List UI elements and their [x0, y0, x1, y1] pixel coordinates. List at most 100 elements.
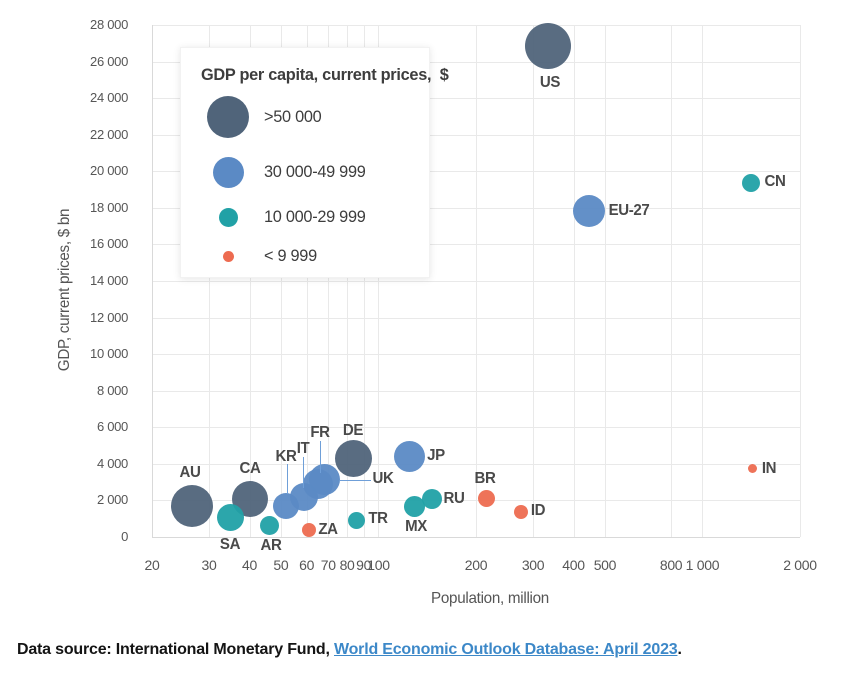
- y-tick-label: 12 000: [90, 309, 128, 325]
- bubble-IN: [748, 464, 758, 474]
- country-label-CA: CA: [239, 459, 261, 477]
- legend-item-label: 10 000-29 999: [264, 207, 366, 226]
- country-label-BR: BR: [474, 469, 496, 487]
- x-tick-label: 30: [201, 557, 217, 573]
- bubble-JP: [394, 440, 426, 472]
- legend-item-label: >50 000: [264, 107, 322, 126]
- y-tick-label: 10 000: [90, 346, 128, 362]
- country-label-EU-27: EU-27: [609, 202, 650, 220]
- y-tick-label: 0: [121, 529, 128, 544]
- source-link[interactable]: World Economic Outlook Database: April 2…: [333, 641, 678, 658]
- y-tick-label: 18 000: [90, 199, 128, 215]
- y-tick-label: 6 000: [96, 419, 128, 435]
- x-tick-label: 2 000: [783, 557, 817, 573]
- x-tick-label: 90: [356, 557, 372, 573]
- x-tick-label: 400: [562, 557, 585, 573]
- country-label-TR: TR: [368, 510, 389, 528]
- bubble-ID: [514, 504, 529, 519]
- x-tick-label: 60: [299, 557, 315, 573]
- legend-title: GDP per capita, current prices, $: [201, 65, 449, 84]
- bubble-ZA: [301, 522, 316, 537]
- legend-bubble-icon: [218, 207, 238, 227]
- y-tick-label: 14 000: [90, 273, 128, 288]
- x-tick-label: 100: [367, 557, 390, 573]
- country-label-FR: FR: [310, 423, 330, 441]
- country-label-SA: SA: [219, 535, 241, 553]
- legend-bubble-icon: [222, 250, 234, 262]
- gridline-x-100: [378, 25, 380, 537]
- x-axis-title: Population, million: [431, 590, 549, 607]
- gridline-x-90: [363, 25, 365, 537]
- data-source-note: Data source: International Monetary Fund…: [17, 641, 682, 659]
- y-tick-label: 24 000: [90, 90, 128, 106]
- gridline-x-30: [209, 25, 211, 537]
- gridline-x-40: [249, 25, 251, 537]
- gridline-x-70: [328, 25, 330, 537]
- bubble-CN: [741, 173, 760, 192]
- country-label-IT: IT: [296, 440, 310, 458]
- x-tick-label: 20: [144, 557, 160, 573]
- legend-bubble-icon: [212, 156, 244, 188]
- bubble-AU: [170, 484, 213, 527]
- gridline-x-500: [604, 25, 606, 537]
- country-label-JP: JP: [427, 447, 445, 465]
- country-label-IN: IN: [761, 459, 777, 477]
- gridline-x-80: [347, 25, 349, 537]
- legend-item-label: < 9 999: [264, 246, 317, 265]
- x-tick-label: 80: [339, 557, 355, 573]
- bubble-UK: [308, 463, 340, 495]
- x-tick-label: 70: [320, 557, 336, 573]
- bubble-US: [525, 22, 572, 69]
- y-tick-label: 20 000: [90, 163, 128, 179]
- callout-line-FR: [320, 441, 321, 473]
- y-tick-label: 26 000: [90, 53, 128, 69]
- country-label-CN: CN: [764, 172, 786, 190]
- gridline-x-50: [280, 25, 282, 537]
- source-suffix-text: .: [677, 641, 682, 658]
- bubble-SA: [217, 504, 245, 532]
- country-label-ID: ID: [531, 501, 546, 519]
- callout-line-UK: [340, 479, 371, 481]
- country-label-AU: AU: [179, 463, 201, 481]
- gridline-y-0: [152, 537, 800, 538]
- gridline-x-1000: [702, 25, 704, 537]
- country-label-UK: UK: [372, 470, 394, 488]
- gridline-x-300: [533, 25, 535, 537]
- x-tick-label: 300: [521, 557, 545, 573]
- legend-item-label: 30 000-49 999: [264, 162, 366, 181]
- bubble-EU-27: [573, 195, 606, 228]
- y-tick-label: 4 000: [96, 455, 128, 471]
- x-tick-label: 800: [659, 557, 683, 573]
- bubble-BR: [477, 490, 495, 508]
- bubble-RU: [421, 489, 442, 510]
- y-axis-title: GDP, current prices, $ bn: [56, 208, 73, 372]
- x-tick-label: 1 000: [685, 557, 720, 573]
- country-label-US: US: [540, 73, 561, 91]
- country-label-RU: RU: [443, 490, 465, 508]
- bubble-AR: [259, 515, 279, 535]
- x-tick-label: 200: [464, 557, 488, 573]
- gridline-x-60: [306, 25, 308, 537]
- bubble-DE: [335, 439, 373, 477]
- gridline-x-200: [476, 25, 477, 537]
- country-label-MX: MX: [405, 517, 428, 535]
- gridline-x-400: [573, 25, 575, 537]
- x-tick-label: 40: [242, 557, 258, 573]
- source-prefix-text: Data source: International Monetary Fund…: [17, 641, 334, 658]
- callout-line-IT: [303, 457, 304, 488]
- x-tick-label: 50: [273, 557, 289, 573]
- bubble-TR: [347, 511, 365, 529]
- y-tick-label: 8 000: [96, 382, 128, 398]
- gridline-x-800: [671, 25, 673, 537]
- callout-line-KR: [286, 464, 288, 494]
- y-tick-label: 2 000: [96, 492, 128, 508]
- y-tick-label: 28 000: [90, 17, 128, 32]
- legend-box: GDP per capita, current prices, $ >50 00…: [180, 47, 449, 278]
- country-label-ZA: ZA: [318, 520, 338, 538]
- country-label-DE: DE: [342, 422, 364, 440]
- y-tick-label: 22 000: [90, 126, 128, 142]
- gridline-x-2000: [800, 25, 801, 537]
- y-tick-label: 16 000: [90, 236, 128, 252]
- gridline-x-20: [152, 25, 153, 537]
